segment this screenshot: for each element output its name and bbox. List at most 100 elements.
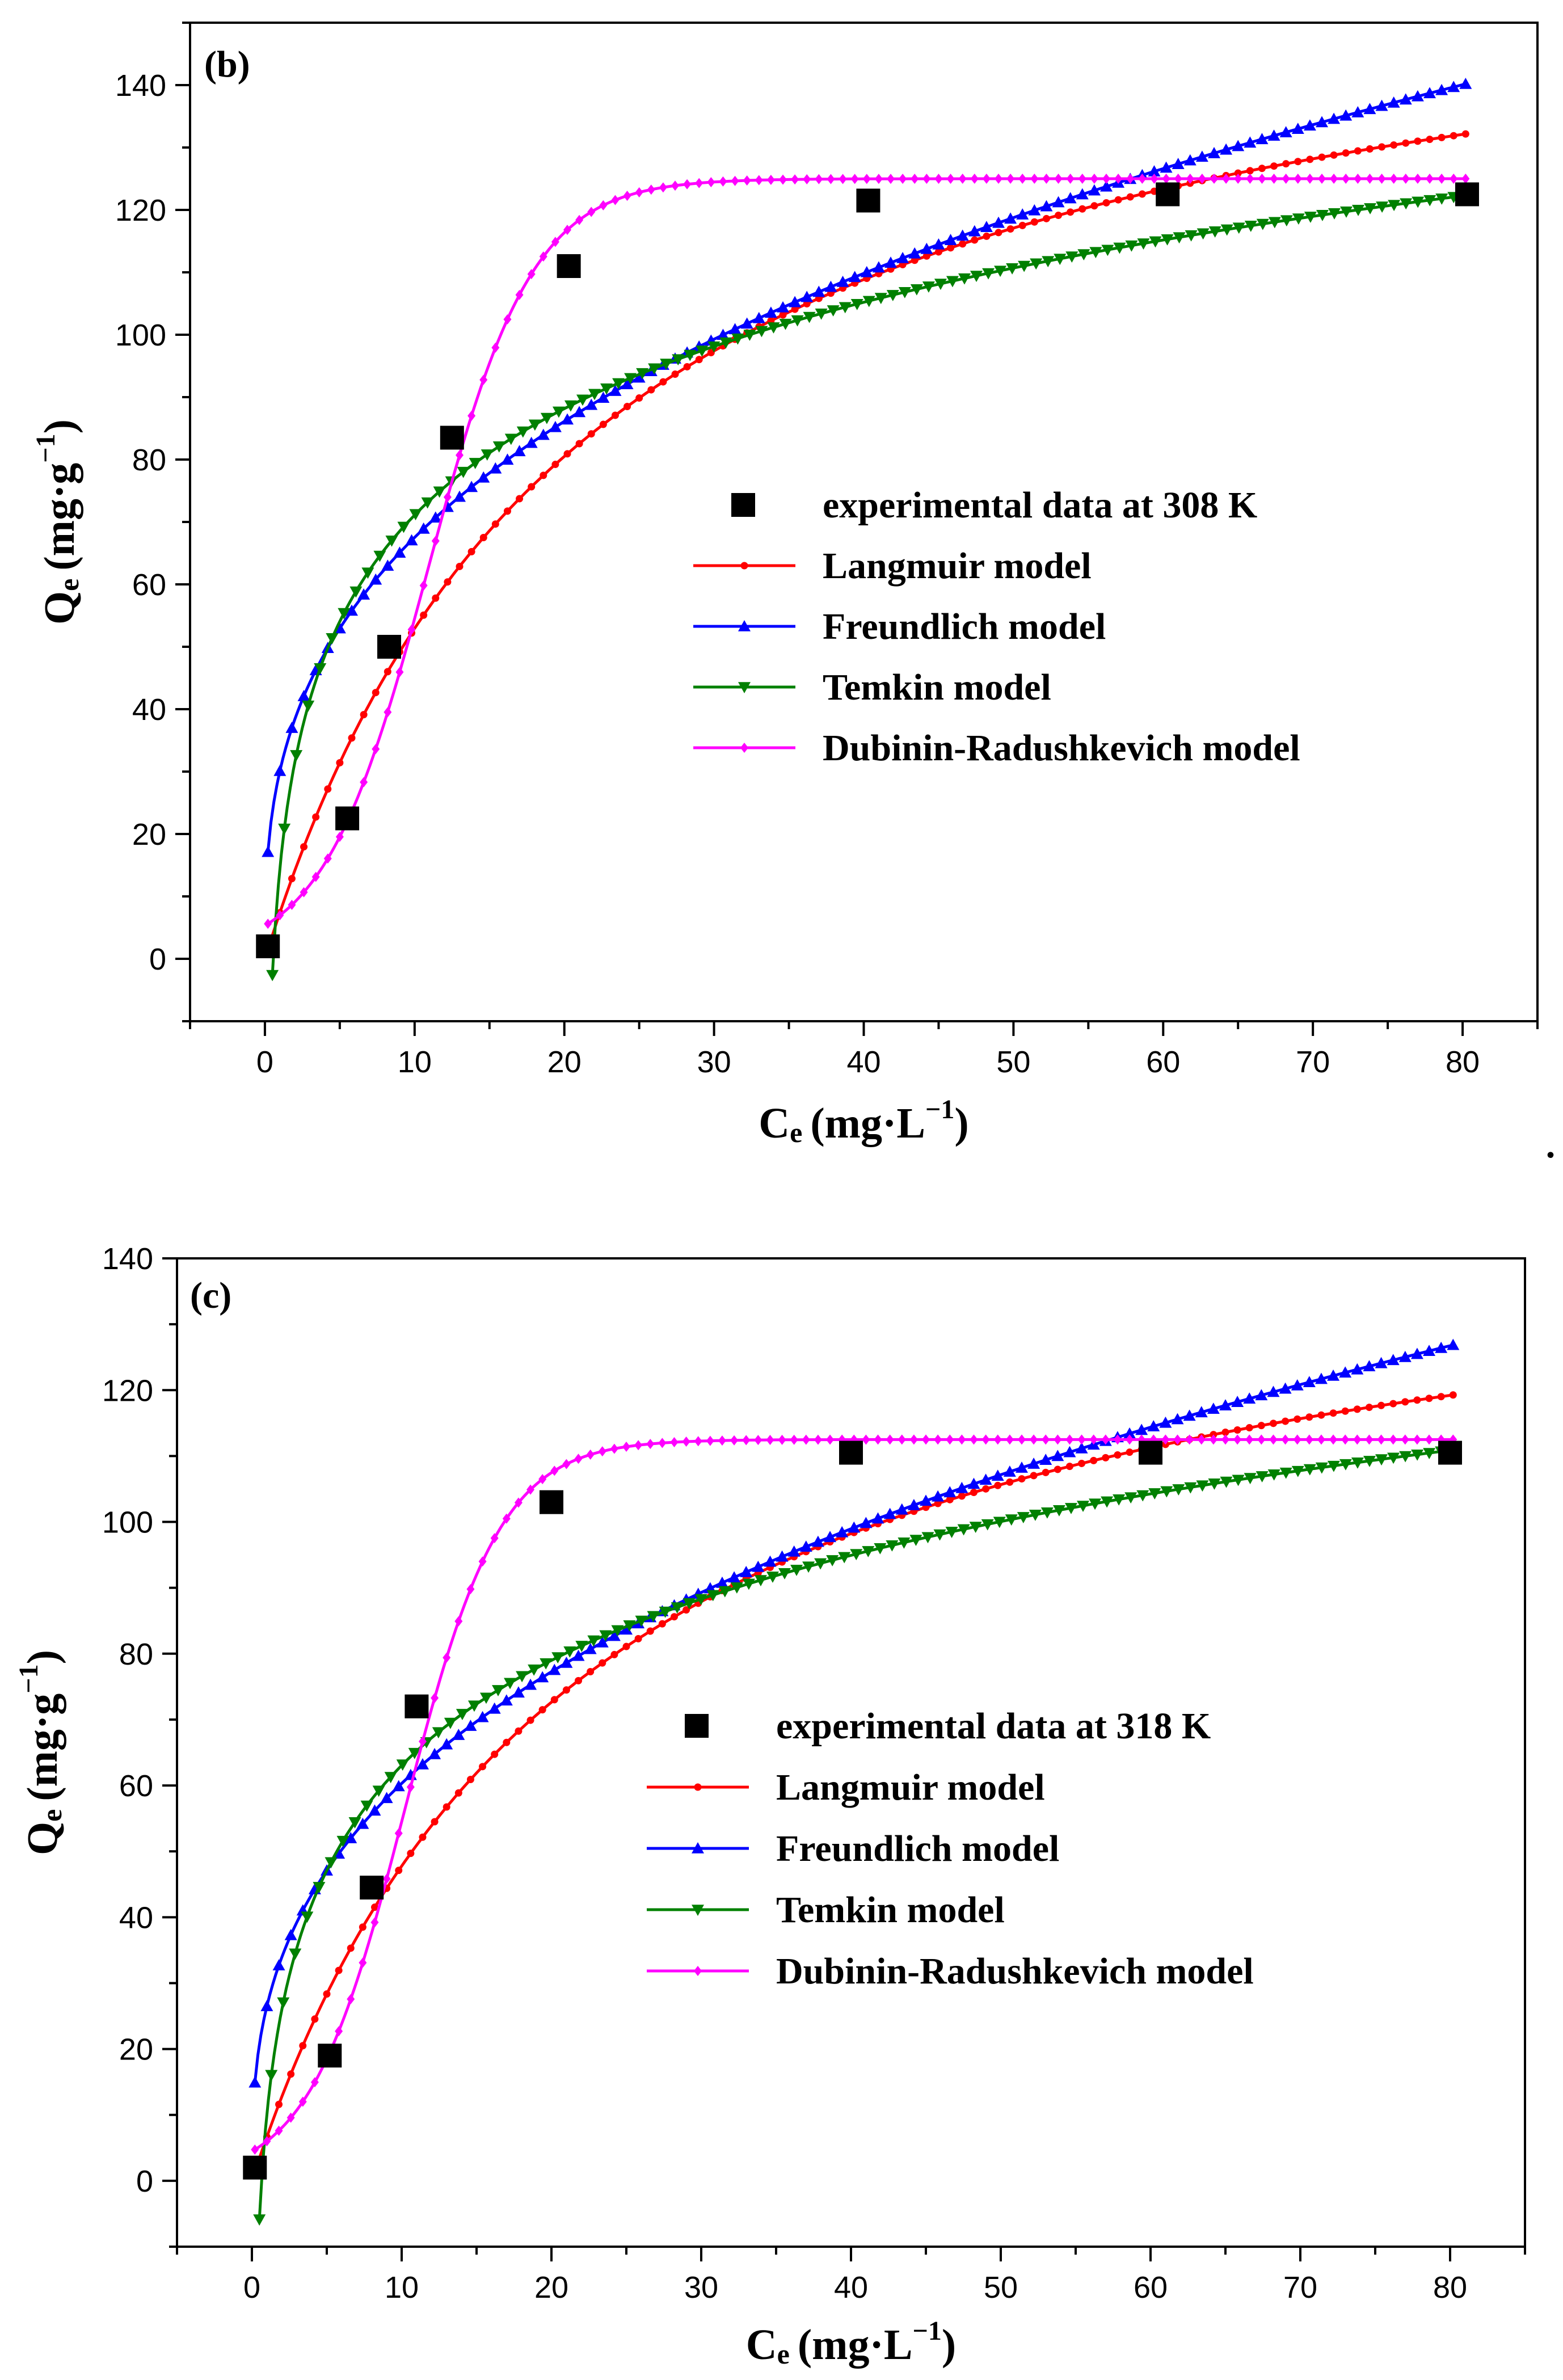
freundlich-model-point [764,306,777,318]
dubinin-radushkevich-model-point [658,1438,667,1448]
temkin-model-point [886,290,899,301]
freundlich-model-point [260,2000,273,2011]
freundlich-model-point [932,1490,945,1502]
temkin-model-point [481,449,494,461]
langmuir-model-point [1042,214,1050,222]
dubinin-radushkevich-model-point [610,1443,618,1454]
dubinin-radushkevich-model-point [431,536,440,546]
x-axis-title-sup: −1 [925,1094,954,1124]
freundlich-model-point [920,242,933,254]
x-axis-title-unit: (mg·L [798,2321,913,2369]
langmuir-model-point [1258,165,1266,172]
temkin-model-point [1292,213,1305,225]
x-axis-title-close: ) [942,2321,956,2369]
y-tick-label: 140 [102,1242,153,1276]
temkin-model-point [1137,238,1150,250]
freundlich-model-point [1231,1396,1244,1407]
temkin-model-point [1351,1457,1364,1469]
y-tick-label: 120 [102,1374,153,1408]
y-axis-title-close: ) [19,1650,66,1664]
freundlich-model-point [1171,1413,1184,1425]
freundlich-model-point [273,764,287,776]
y-tick-label: 80 [119,1637,153,1671]
temkin-model-point [314,663,327,675]
langmuir-model-point [454,1789,462,1797]
temkin-model-point [1303,1464,1316,1476]
plot-frame [176,1257,1526,2248]
freundlich-model-point [787,1545,801,1557]
y-tick-label: 100 [115,318,166,352]
temkin-model-point [373,550,386,562]
dubinin-radushkevich-model-point [550,1465,559,1476]
freundlich-model-point [284,1928,297,1940]
dubinin-radushkevich-model-point [502,1513,511,1524]
langmuir-model-point [1102,199,1110,207]
temkin-model-point [492,441,505,453]
langmuir-model-point [1318,153,1326,161]
langmuir-model-point [971,236,979,244]
langmuir-model-point [420,611,428,619]
freundlich-model-point [920,1494,932,1506]
temkin-model-series [266,190,1472,982]
langmuir-model-point [670,1613,678,1621]
langmuir-model-point [1138,190,1146,198]
x-tick-label: 80 [1446,1045,1480,1079]
temkin-model-point [647,1611,660,1623]
freundlich-model-point [740,1566,753,1577]
dubinin-radushkevich-model-point [384,707,392,718]
temkin-model-point [1113,242,1126,254]
dubinin-radushkevich-model-point [1006,174,1015,184]
legend-swatch [731,493,755,517]
dubinin-radushkevich-model-point [1426,174,1434,184]
dubinin-radushkevich-model-point [981,1434,990,1445]
temkin-model-point [659,1606,672,1618]
temkin-model-point [361,567,374,579]
freundlich-model-point [1423,1345,1436,1357]
freundlich-model-point [453,490,466,502]
temkin-model-point [803,311,816,323]
temkin-model-point [588,389,601,401]
temkin-model-point [898,1537,911,1549]
temkin-model-point [1232,222,1245,234]
temkin-model-point [1208,226,1221,238]
langmuir-model-point [1102,1454,1110,1461]
dubinin-radushkevich-model-point [850,174,859,184]
dubinin-radushkevich-model-point [310,2077,319,2088]
temkin-model-point [409,509,422,521]
experimental-point [377,635,401,659]
temkin-model-point [289,1948,302,1960]
langmuir-model-series [264,130,1469,953]
freundlich-model-point [1027,1458,1040,1469]
x-tick-label: 80 [1433,2271,1467,2305]
temkin-model-point [1435,193,1448,205]
dubinin-radushkevich-model-point [1054,1434,1062,1445]
temkin-model-point [528,419,541,431]
temkin-model-point [563,1646,576,1658]
langmuir-model-point [1042,1468,1050,1476]
dubinin-radushkevich-model-point [575,214,584,225]
temkin-model-point [719,337,732,349]
temkin-model-point [1267,1469,1280,1481]
freundlich-model-point [356,1817,369,1829]
temkin-model-point [575,1641,588,1652]
dubinin-radushkevich-model-point [982,174,991,184]
temkin-model-point [1232,1475,1245,1486]
dubinin-radushkevich-model-point [276,910,284,921]
dubinin-radushkevich-model-point [478,1556,487,1567]
langmuir-model-point [994,1481,1002,1489]
temkin-model-point [1387,1452,1400,1464]
dubinin-radushkevich-model-point [1198,174,1206,184]
freundlich-model-point [1160,161,1173,173]
experimental-point [1139,1440,1162,1465]
freundlich-model-point [1088,184,1101,196]
x-axis-title-sub: e [777,2338,790,2370]
temkin-model-point [1017,1512,1030,1523]
x-tick-label: 30 [684,2271,718,2305]
dubinin-radushkevich-model-point [263,2136,271,2147]
langmuir-model-point [934,248,942,256]
temkin-model-point [922,281,935,293]
langmuir-model-point [300,843,308,851]
temkin-model-point [1340,207,1353,218]
dubinin-radushkevich-model-point [1186,174,1194,184]
dubinin-radushkevich-model-point [634,1440,643,1451]
